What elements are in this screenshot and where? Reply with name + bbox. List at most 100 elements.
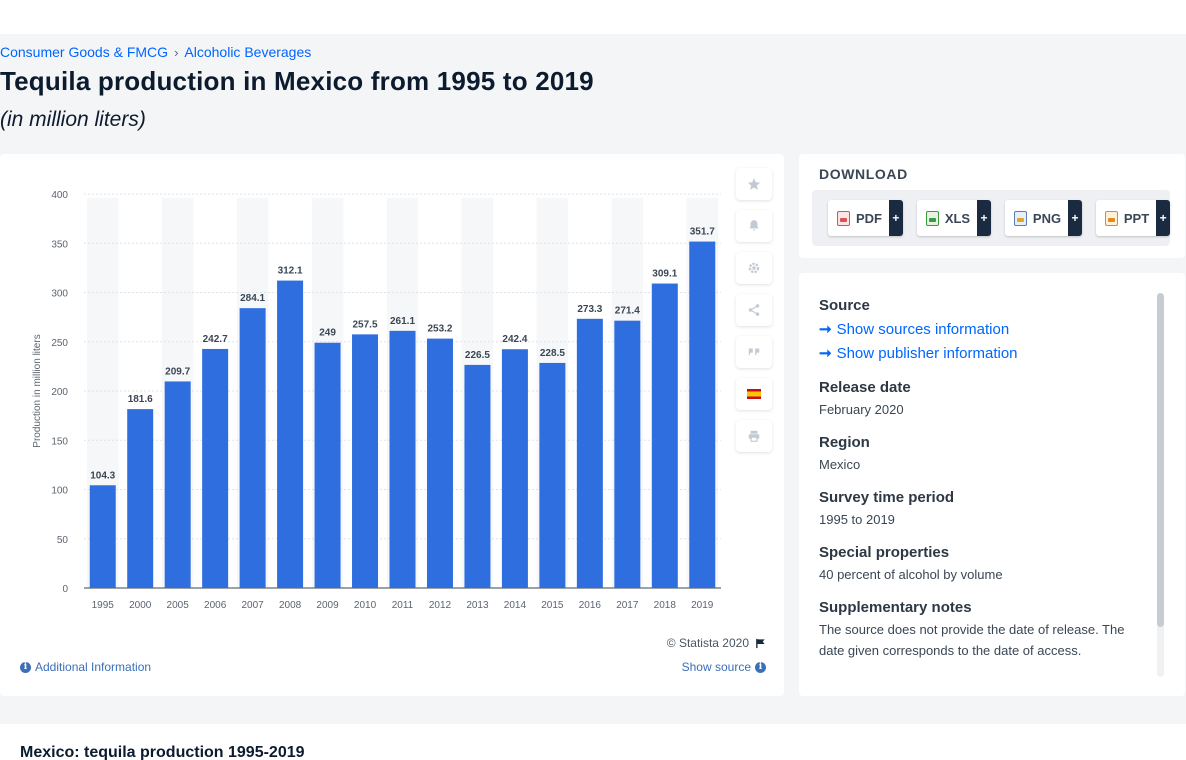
show-sources-label: Show sources information: [836, 320, 1010, 338]
download-png-button[interactable]: PNG +: [1004, 200, 1082, 236]
scrollbar-thumb[interactable]: [1157, 293, 1164, 627]
source-panel-scrollbar[interactable]: [1157, 293, 1164, 677]
x-tick-label-2009: 2009: [316, 600, 339, 611]
related-statistic-card: Mexico: tequila production 1995-2019: [0, 724, 1186, 760]
additional-information-link[interactable]: i Additional Information: [20, 660, 151, 674]
breadcrumb-separator: ›: [174, 44, 179, 60]
arrow-right-icon: ➞: [819, 321, 832, 338]
x-tick-label-2014: 2014: [504, 600, 527, 611]
x-tick-label-2012: 2012: [429, 600, 452, 611]
download-ppt-button[interactable]: PPT +: [1095, 200, 1170, 236]
download-pdf-label: PDF: [856, 210, 882, 226]
data-label-2012: 253.2: [427, 324, 452, 335]
gear-icon[interactable]: [736, 252, 772, 284]
x-tick-label-1995: 1995: [92, 600, 115, 611]
download-xls-button[interactable]: XLS +: [916, 200, 991, 236]
special-properties-heading: Special properties: [819, 544, 950, 561]
data-label-2013: 226.5: [465, 350, 490, 361]
bar-2006: [202, 348, 229, 588]
flag-report-icon[interactable]: [755, 638, 766, 649]
breadcrumb-link-alcoholic-beverages[interactable]: Alcoholic Beverages: [184, 44, 312, 60]
plus-icon[interactable]: +: [889, 200, 903, 236]
download-ppt-label: PPT: [1123, 210, 1150, 226]
print-icon[interactable]: [736, 420, 772, 452]
region-value: Mexico: [819, 457, 861, 472]
data-label-2010: 257.5: [353, 319, 378, 330]
chart-card: 0 50 100 150 200 250 300 350 400 Production in mi…: [0, 154, 784, 696]
x-tick-label-2015: 2015: [541, 600, 564, 611]
bar-2019: [689, 241, 716, 588]
plus-icon[interactable]: +: [1068, 200, 1082, 236]
data-label-2007: 284.1: [240, 293, 265, 304]
plus-icon[interactable]: +: [977, 200, 991, 236]
data-label-2016: 273.3: [577, 304, 602, 315]
arrow-right-icon: ➞: [819, 345, 832, 362]
show-sources-link[interactable]: ➞ Show sources information: [819, 320, 1010, 339]
copyright-text: © Statista 2020: [666, 636, 749, 650]
bar-2012: [426, 338, 453, 588]
spain-flag-icon[interactable]: [736, 378, 772, 410]
data-label-1995: 104.3: [90, 470, 115, 481]
download-png-label: PNG: [1032, 210, 1062, 226]
x-tick-label-2010: 2010: [354, 600, 377, 611]
bar-1995: [89, 485, 116, 588]
bar-2007: [239, 308, 266, 588]
release-date-heading: Release date: [819, 379, 911, 396]
star-icon[interactable]: [736, 168, 772, 200]
supplementary-notes-heading: Supplementary notes: [819, 599, 972, 616]
plus-icon[interactable]: +: [1156, 200, 1170, 236]
show-source-link[interactable]: Show source i: [682, 660, 766, 674]
x-tick-label-2017: 2017: [616, 600, 639, 611]
data-label-2006: 242.7: [203, 334, 228, 345]
download-heading: DOWNLOAD: [819, 166, 908, 182]
download-buttons: PDF + XLS + PNG + PPT +: [812, 190, 1170, 246]
copyright-notice: © Statista 2020: [667, 636, 766, 650]
data-label-2019: 351.7: [690, 227, 715, 238]
x-tick-label-2019: 2019: [691, 600, 714, 611]
bar-chart: 0 50 100 150 200 250 300 350 400 Production in mi…: [32, 190, 721, 611]
show-publisher-link[interactable]: ➞ Show publisher information: [819, 344, 1018, 363]
share-icon[interactable]: [736, 294, 772, 326]
y-tick-label: 50: [57, 535, 69, 546]
special-properties-value: 40 percent of alcohol by volume: [819, 567, 1003, 582]
data-label-2009: 249: [319, 328, 336, 339]
x-tick-label-2007: 2007: [241, 600, 264, 611]
show-publisher-label: Show publisher information: [836, 344, 1018, 362]
y-tick-label: 350: [51, 239, 68, 250]
data-label-2015: 228.5: [540, 348, 565, 359]
page-subtitle: (in million liters): [0, 108, 146, 131]
y-tick-label: 300: [51, 289, 68, 300]
x-tick-label-2011: 2011: [392, 600, 414, 611]
bar-2009: [314, 342, 341, 588]
bell-icon[interactable]: [736, 210, 772, 242]
page-title: Tequila production in Mexico from 1995 t…: [0, 66, 594, 96]
x-tick-label-2005: 2005: [167, 600, 190, 611]
download-xls-label: XLS: [944, 210, 971, 226]
bar-2008: [277, 280, 304, 588]
y-tick-label: 100: [51, 486, 68, 497]
bar-2014: [501, 349, 528, 588]
x-tick-label-2008: 2008: [279, 600, 302, 611]
supplementary-notes-value: The source does not provide the date of …: [819, 622, 1125, 658]
bar-2010: [352, 334, 379, 588]
x-tick-label-2018: 2018: [654, 600, 677, 611]
data-label-2018: 309.1: [652, 269, 677, 280]
download-pdf-button[interactable]: PDF +: [828, 200, 903, 236]
bar-2018: [651, 283, 678, 588]
bar-2015: [539, 362, 566, 588]
ppt-file-icon: [1104, 210, 1118, 226]
breadcrumb-link-consumer-goods[interactable]: Consumer Goods & FMCG: [0, 44, 169, 60]
bar-2017: [614, 320, 641, 588]
related-statistic-title[interactable]: Mexico: tequila production 1995-2019: [20, 744, 305, 760]
y-tick-label: 150: [51, 436, 68, 447]
region-heading: Region: [819, 434, 870, 451]
y-tick-label: 250: [51, 338, 68, 349]
source-heading: Source: [819, 297, 870, 314]
source-panel: Source ➞ Show sources information ➞ Show…: [799, 273, 1185, 696]
y-tick-label: 0: [62, 584, 68, 595]
y-tick-label: 200: [51, 387, 68, 398]
chart-toolbar: [736, 168, 772, 462]
breadcrumb: Consumer Goods & FMCG › Alcoholic Bevera…: [0, 44, 311, 60]
top-bar: [0, 0, 1186, 34]
quote-icon[interactable]: [736, 336, 772, 368]
